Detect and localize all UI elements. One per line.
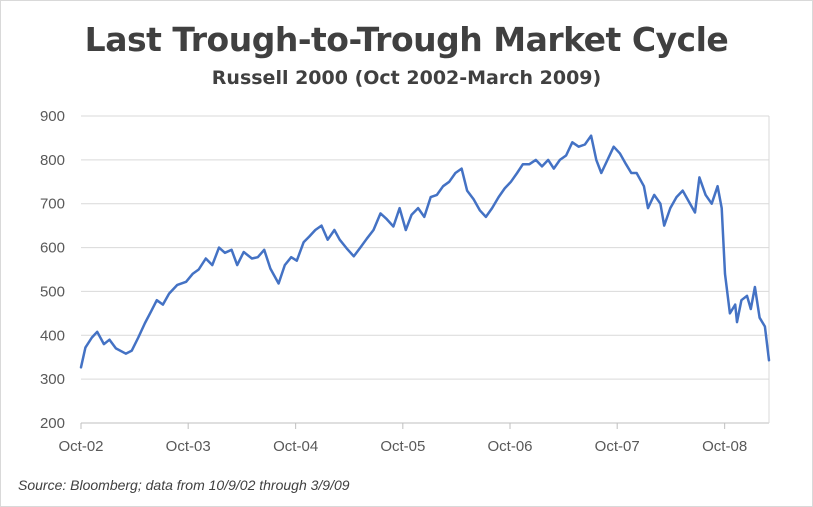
x-tick-label: Oct-03 bbox=[166, 438, 211, 455]
x-tick-label: Oct-04 bbox=[273, 438, 318, 455]
x-tick-label: Oct-07 bbox=[595, 438, 640, 455]
x-axis: Oct-02 Oct-03 Oct-04 Oct-05 Oct-06 Oct-07 Oct-… bbox=[58, 423, 747, 455]
y-tick-label: 700 bbox=[40, 196, 65, 213]
chart-title: Last Trough-to-Trough Market Cycle bbox=[84, 20, 729, 59]
source-note: Source: Bloomberg; data from 10/9/02 thr… bbox=[18, 477, 350, 493]
y-tick-label: 500 bbox=[40, 283, 65, 300]
gridlines bbox=[81, 115, 770, 424]
x-tick-label: Oct-08 bbox=[702, 438, 747, 455]
series-line bbox=[79, 134, 771, 369]
y-tick-label: 800 bbox=[40, 152, 65, 169]
chart-subtitle: Russell 2000 (Oct 2002-March 2009) bbox=[211, 67, 602, 89]
x-tick-label: Oct-02 bbox=[58, 438, 103, 455]
y-tick-label: 900 bbox=[40, 108, 65, 125]
series-group bbox=[79, 134, 771, 369]
y-tick-label: 600 bbox=[40, 240, 65, 257]
x-tick-label: Oct-06 bbox=[488, 438, 533, 455]
y-axis: 200 300 400 500 600 700 800 900 bbox=[40, 108, 65, 432]
y-tick-label: 200 bbox=[40, 415, 65, 432]
y-tick-label: 300 bbox=[40, 371, 65, 388]
y-tick-label: 400 bbox=[40, 327, 65, 344]
x-tick-label: Oct-05 bbox=[380, 438, 425, 455]
